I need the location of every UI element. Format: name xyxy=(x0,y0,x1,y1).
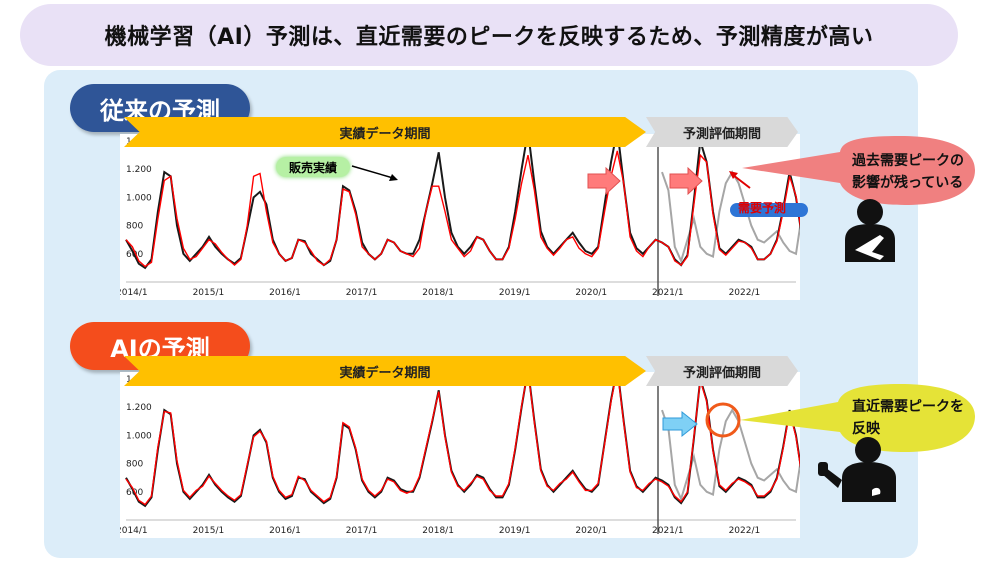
x-tick-label: 2019/1 xyxy=(499,526,531,536)
x-tick-label: 2015/1 xyxy=(193,288,225,298)
title-banner: 機械学習（AI）予測は、直近需要のピークを反映するため、予測精度が高い xyxy=(20,4,958,66)
x-tick-label: 2020/1 xyxy=(575,526,607,536)
sales-actual-label: 販売実績 xyxy=(276,157,350,177)
conventional-comment-line-1: 過去需要ピークの xyxy=(852,153,964,169)
conventional-comment-line-2: 影響が残っている xyxy=(852,175,964,191)
x-tick-label: 2018/1 xyxy=(422,526,454,536)
x-tick-label: 2021/1 xyxy=(652,526,684,536)
period-header-actual-2: 実績データ期間 xyxy=(124,356,646,386)
y-tick-label: 1.200 xyxy=(126,403,152,413)
forecast-highlight xyxy=(730,203,808,217)
period-header-actual-1: 実績データ期間 xyxy=(124,117,646,147)
y-tick-label: 800 xyxy=(126,222,143,232)
ai-comment-line-2: 反映 xyxy=(852,421,880,437)
chart-ai-svg: 6008001.0001.2001.4002014/12015/12016/12… xyxy=(120,372,800,536)
period-header-evaluation-1: 予測評価期間 xyxy=(646,117,798,147)
x-tick-label: 2017/1 xyxy=(346,526,378,536)
page-title: 機械学習（AI）予測は、直近需要のピークを反映するため、予測精度が高い xyxy=(104,25,874,50)
x-tick-label: 2022/1 xyxy=(729,288,761,298)
x-tick-label: 2014/1 xyxy=(120,288,148,298)
x-tick-label: 2016/1 xyxy=(269,288,301,298)
x-tick-label: 2019/1 xyxy=(499,288,531,298)
series-demand-forecast xyxy=(125,150,800,268)
chart-conventional-svg: 6008001.0001.2001.4002014/12015/12016/12… xyxy=(120,134,800,298)
x-tick-label: 2020/1 xyxy=(575,288,607,298)
y-tick-label: 1.200 xyxy=(126,165,152,175)
x-tick-label: 2016/1 xyxy=(269,526,301,536)
series-demand-forecast xyxy=(125,372,800,506)
x-tick-label: 2017/1 xyxy=(346,288,378,298)
x-tick-label: 2022/1 xyxy=(729,526,761,536)
x-tick-label: 2018/1 xyxy=(422,288,454,298)
chart-conventional: 6008001.0001.2001.4002014/12015/12016/12… xyxy=(120,134,800,300)
ai-comment: 直近需要ピークを 反映 xyxy=(852,396,964,440)
y-tick-label: 1.000 xyxy=(126,431,152,441)
conventional-comment: 過去需要ピークの 影響が残っている xyxy=(852,150,964,194)
demand-forecast-label: 需要予測 xyxy=(738,201,787,215)
ai-comment-line-1: 直近需要ピークを xyxy=(852,399,964,415)
x-tick-label: 2021/1 xyxy=(652,288,684,298)
series-sales-actual xyxy=(125,134,800,270)
chart-ai: 6008001.0001.2001.4002014/12015/12016/12… xyxy=(120,372,800,538)
y-tick-label: 800 xyxy=(126,460,143,470)
y-tick-label: 1.000 xyxy=(126,193,152,203)
period-header-evaluation-2: 予測評価期間 xyxy=(646,356,798,386)
x-tick-label: 2014/1 xyxy=(120,526,148,536)
x-tick-label: 2015/1 xyxy=(193,526,225,536)
